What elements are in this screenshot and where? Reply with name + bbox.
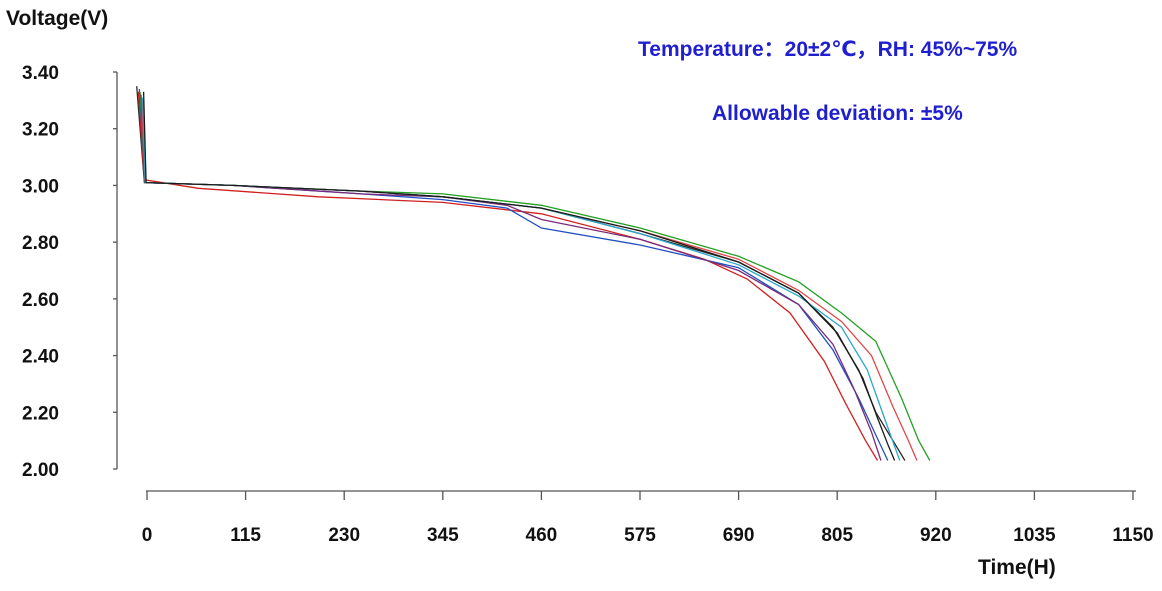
x-tick-label: 460 (526, 525, 558, 546)
annotation-deviation: Allowable deviation: ±5% (712, 102, 963, 125)
series-line-3 (138, 88, 889, 461)
series-line-7 (142, 97, 901, 461)
x-tick-label: 575 (624, 525, 656, 546)
x-tick-label: 690 (723, 525, 755, 546)
y-tick-label: 2.40 (22, 347, 59, 368)
x-tick-label: 230 (328, 525, 360, 546)
y-tick-label: 2.60 (22, 290, 59, 311)
y-tick-label: 2.00 (22, 460, 59, 481)
y-tick-label: 2.20 (22, 403, 59, 424)
y-tick-label: 3.40 (22, 63, 59, 84)
y-axis-title: Voltage(V) (6, 7, 108, 30)
x-ticks: 0 115 230 345 460 575 690 805 920 1035 1150 (142, 491, 1154, 546)
y-tick-label: 3.20 (22, 120, 59, 141)
y-ticks: 3.40 3.20 3.00 2.80 2.60 2.40 2.20 2.00 (22, 63, 117, 481)
series-line-6 (141, 100, 918, 461)
series-line-4 (139, 91, 931, 461)
series-line-8 (142, 91, 896, 461)
x-tick-label: 1150 (1112, 525, 1153, 546)
x-tick-label: 920 (920, 525, 952, 546)
annotation-conditions: Temperature：20±2℃，RH: 45%~75% (638, 38, 1017, 61)
x-axis-title: Time(H) (978, 556, 1056, 579)
x-tick-label: 805 (821, 525, 853, 546)
y-tick-label: 2.80 (22, 233, 59, 254)
x-tick-label: 115 (230, 525, 261, 546)
series-line-1 (136, 86, 906, 461)
x-tick-label: 0 (142, 525, 153, 546)
series-group (136, 86, 931, 461)
x-tick-label: 345 (427, 525, 459, 546)
x-tick-label: 1035 (1013, 525, 1056, 546)
y-tick-label: 3.00 (22, 176, 59, 197)
axes (116, 72, 1136, 492)
